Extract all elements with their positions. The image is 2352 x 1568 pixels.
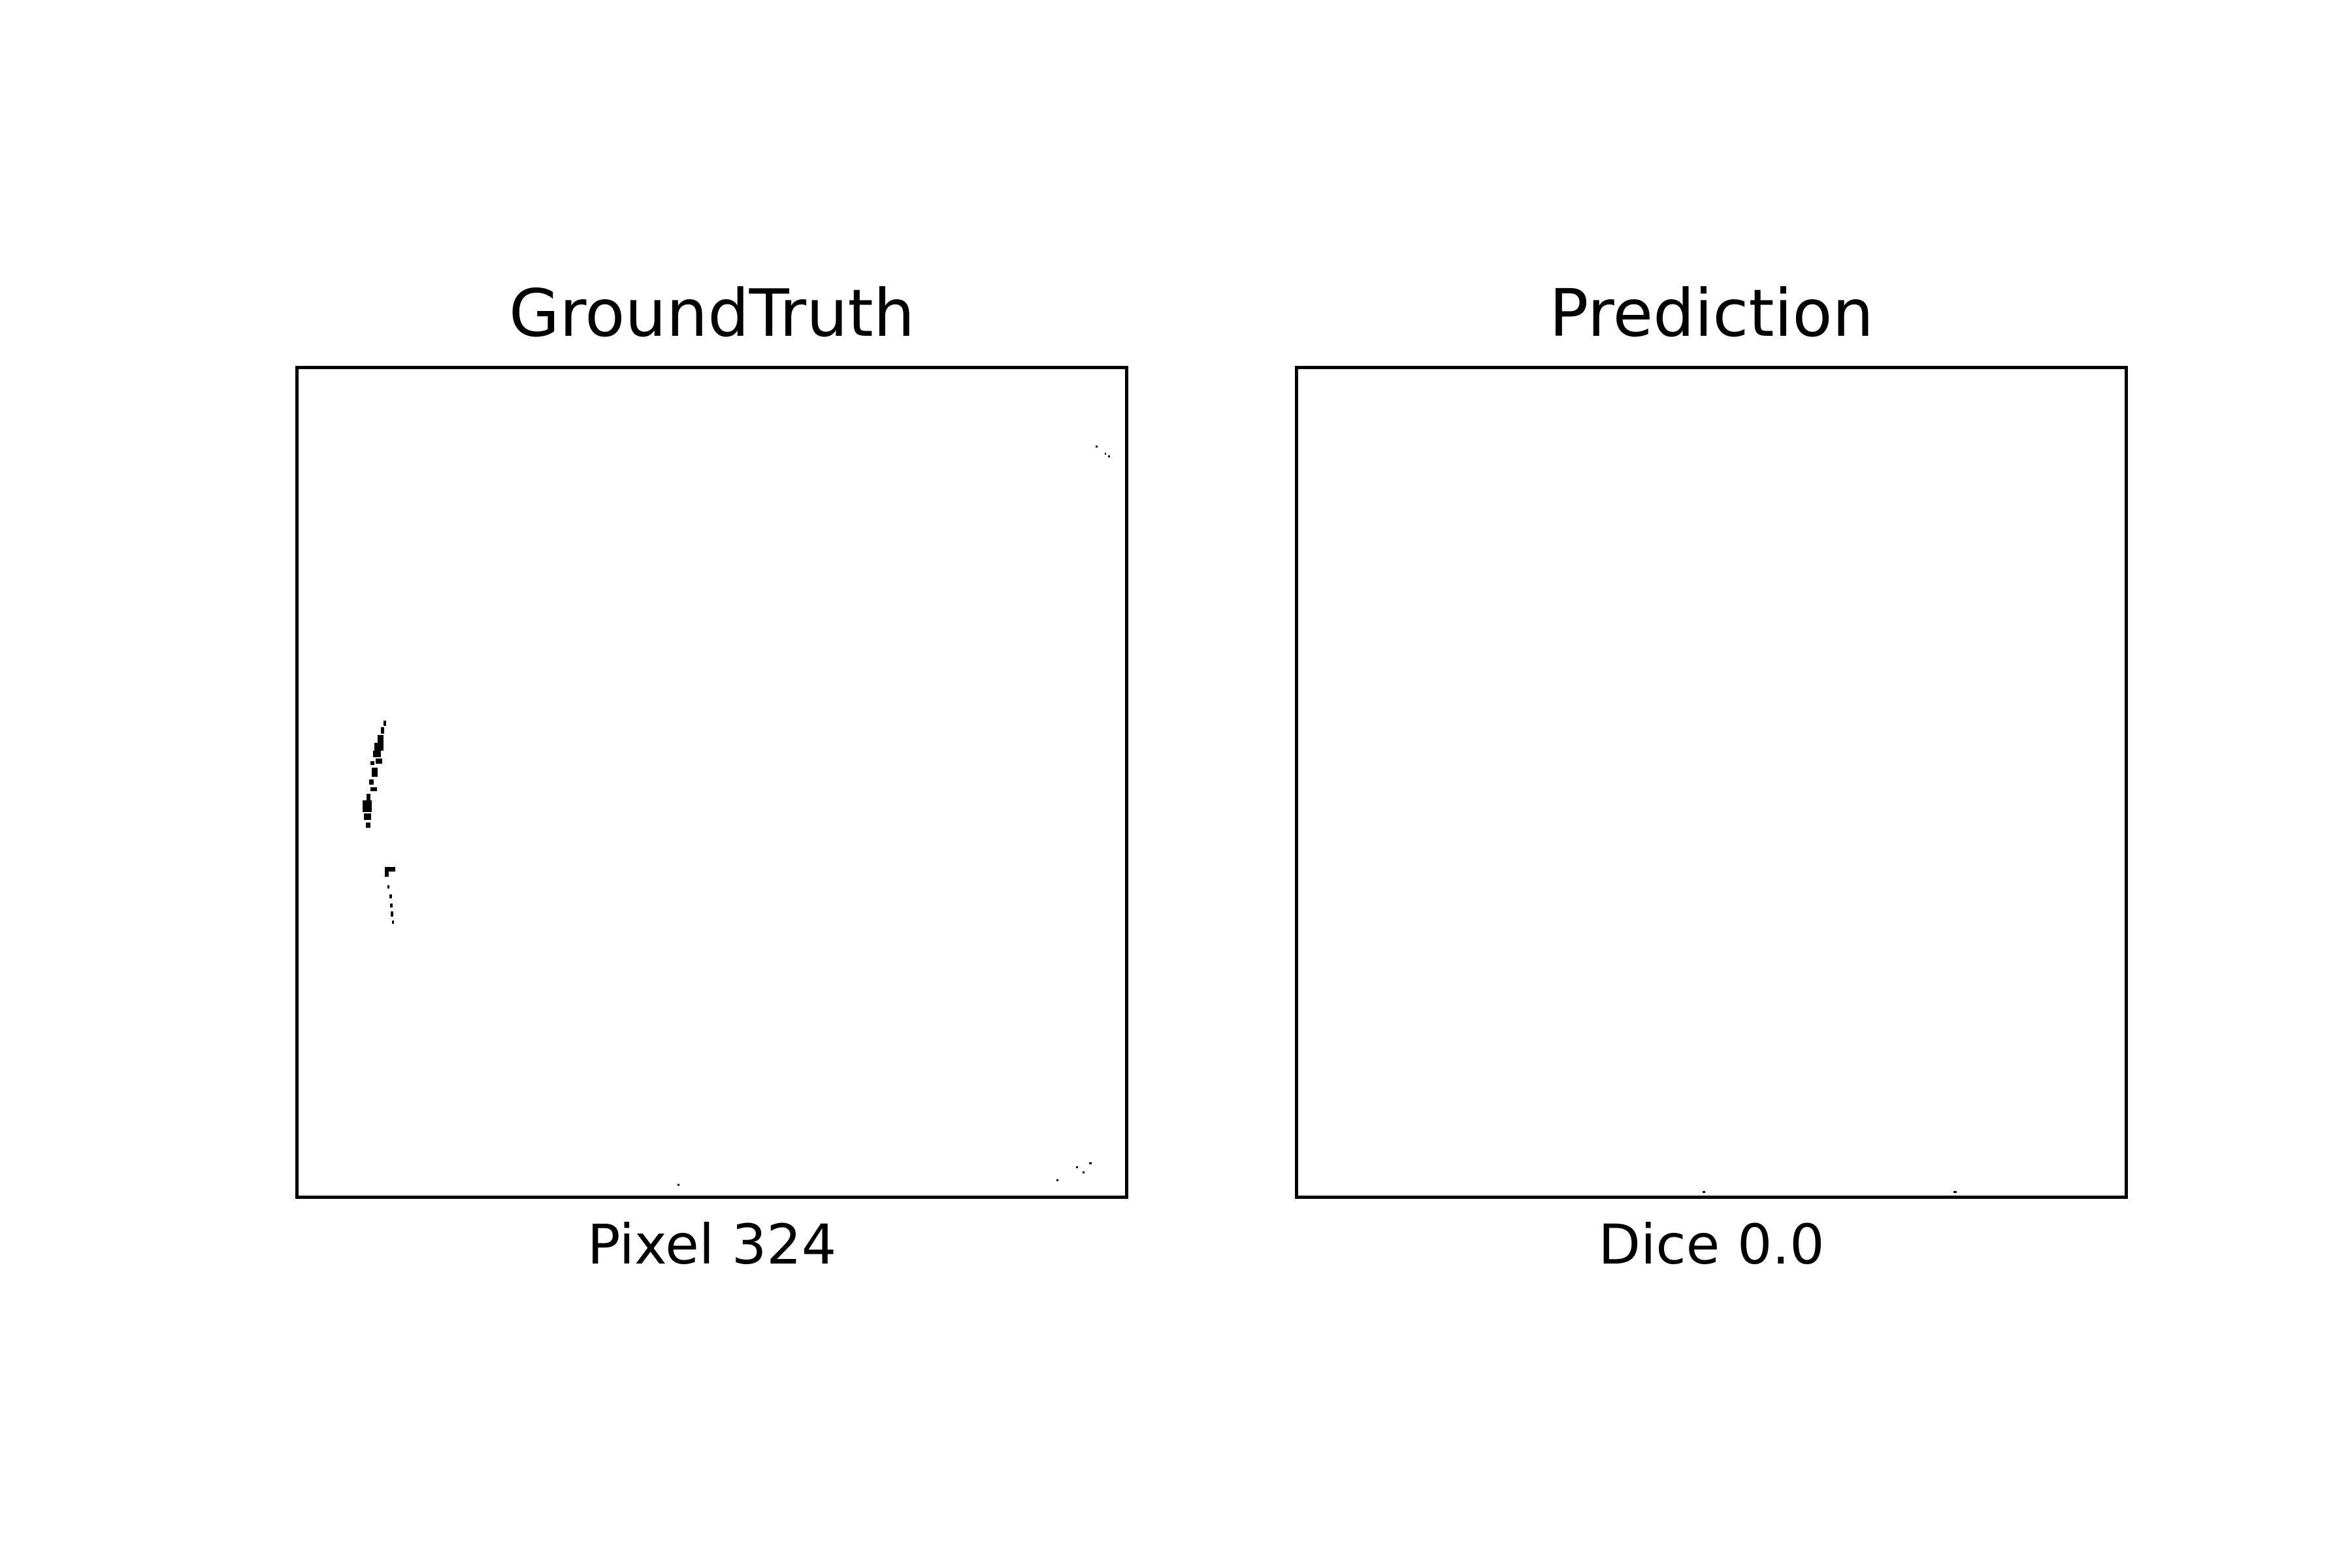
prediction-specks	[1703, 1191, 1957, 1193]
prediction-mask-image	[1295, 366, 2128, 1199]
prediction-caption: Dice 0.0	[1598, 1213, 1825, 1277]
prediction-title: Prediction	[1549, 275, 1874, 351]
groundtruth-caption: Pixel 324	[587, 1213, 837, 1277]
groundtruth-blob-cluster-lower	[385, 867, 395, 924]
groundtruth-mask-graphic	[363, 446, 1110, 1186]
groundtruth-mask-image	[295, 366, 1128, 1199]
groundtruth-blob-cluster-upper	[363, 721, 386, 828]
groundtruth-title: GroundTruth	[508, 275, 915, 351]
groundtruth-specks	[678, 446, 1110, 1186]
prediction-mask-graphic	[1703, 1191, 1957, 1193]
